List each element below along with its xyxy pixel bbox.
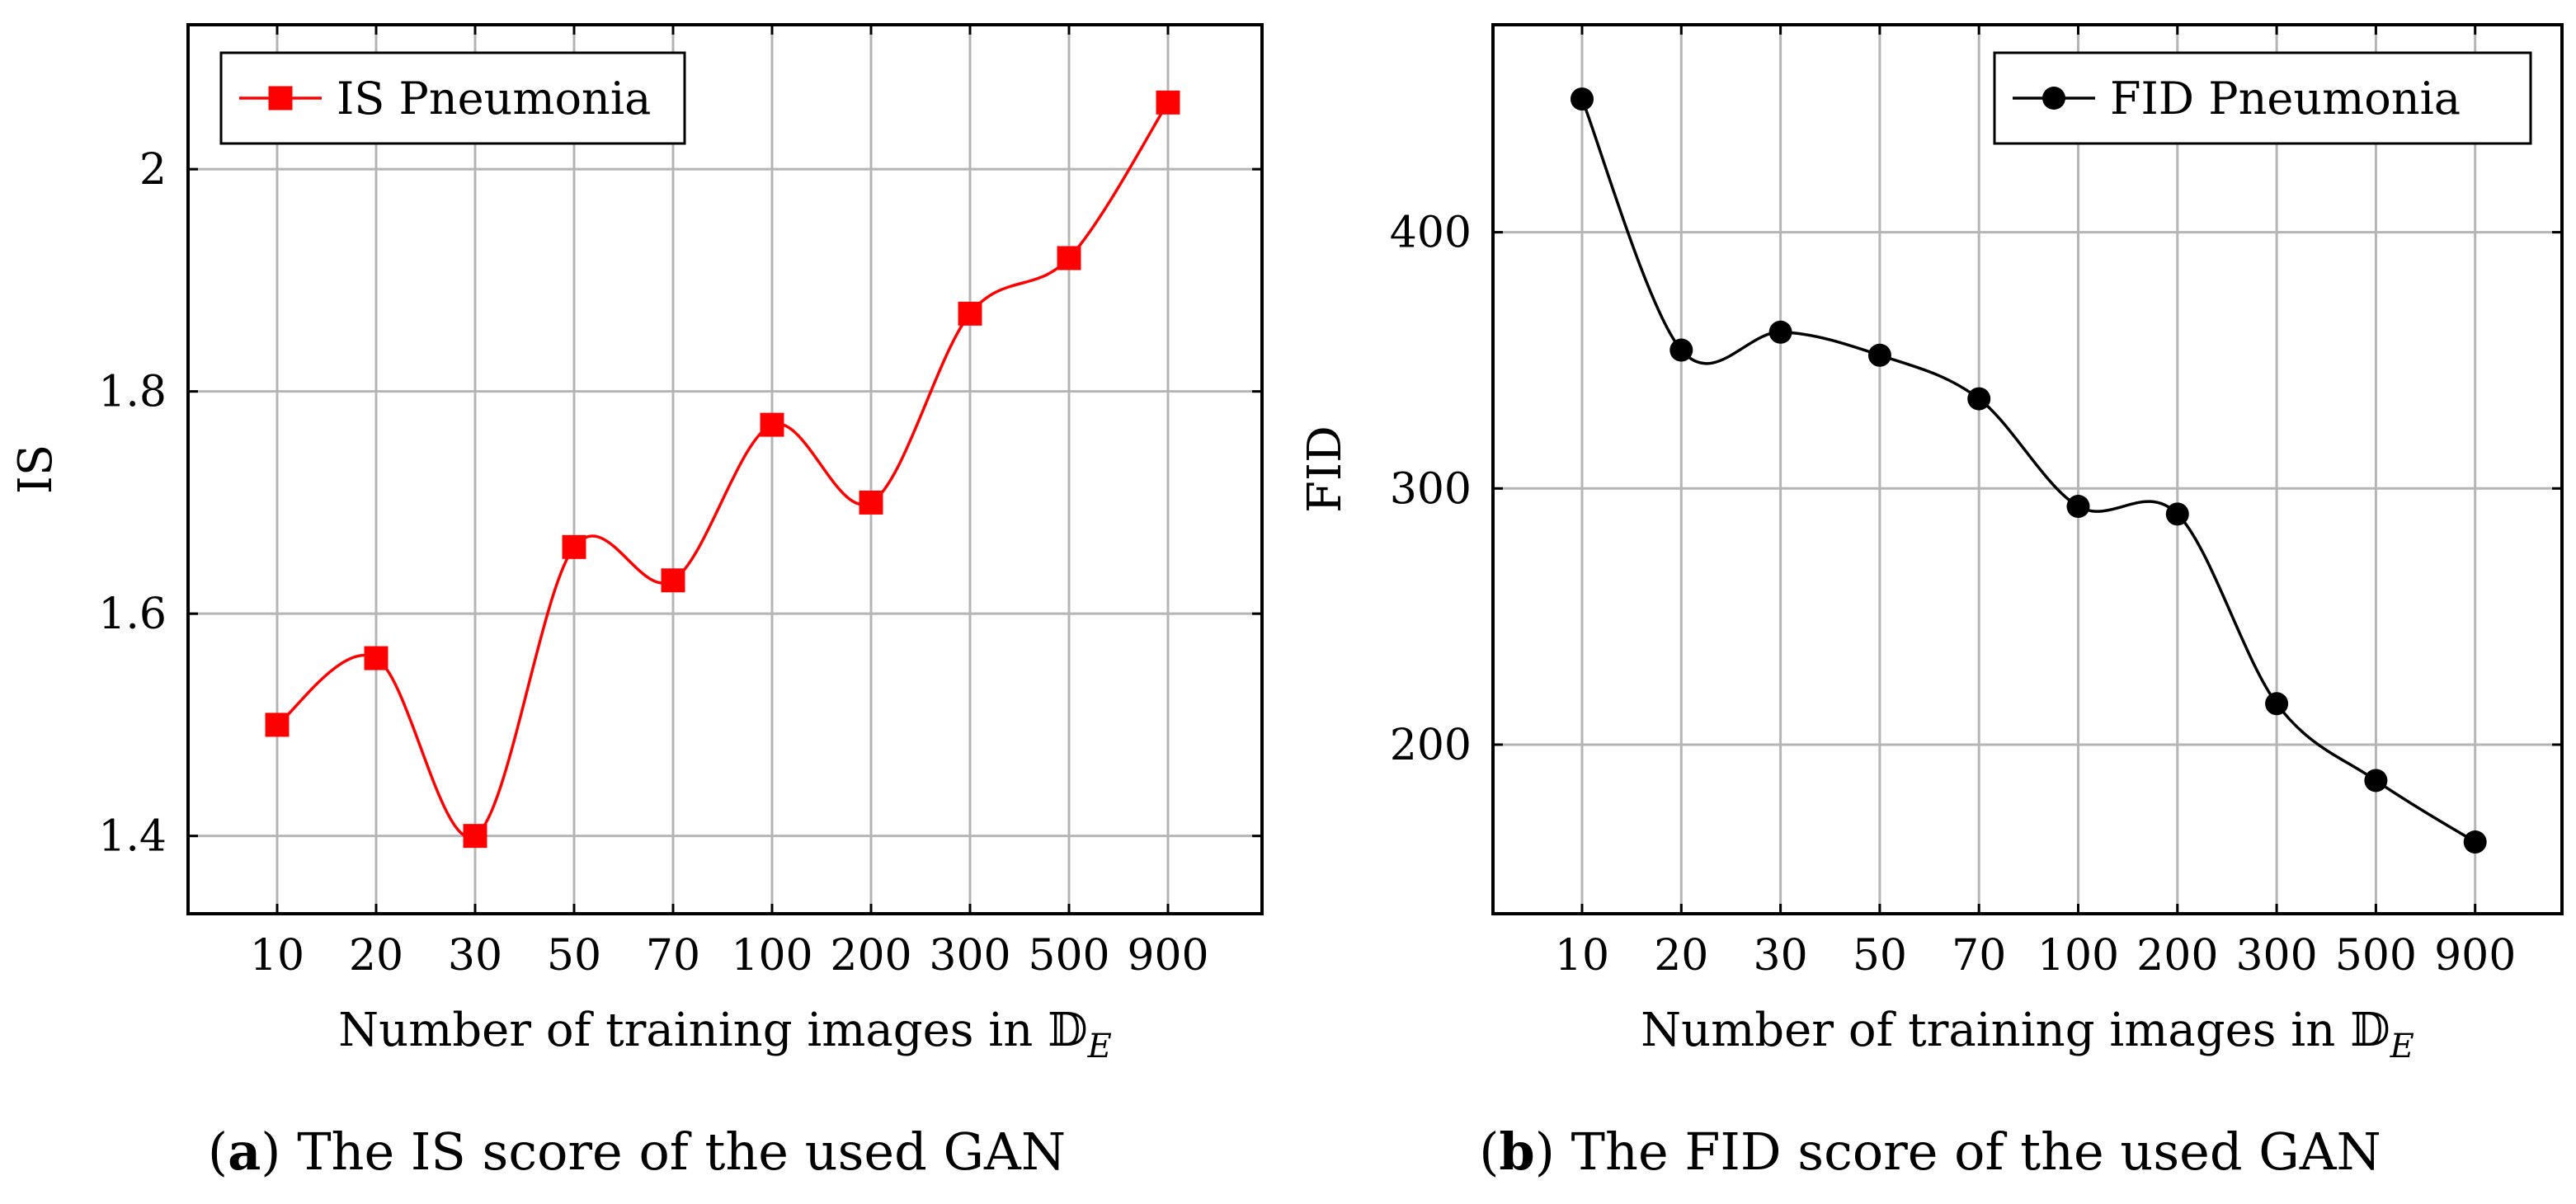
plot-frame: [1491, 23, 2564, 915]
data-point-50: [562, 534, 586, 559]
x-tick-label-100: 100: [731, 931, 812, 981]
data-point-50: [1867, 343, 1891, 367]
data-point-900: [2463, 830, 2487, 854]
x-tick-label-20: 20: [1654, 931, 1708, 981]
y-tick-label-1-4: 1.4: [98, 812, 167, 862]
caption-letter: a: [228, 1122, 261, 1182]
data-point-100: [2066, 495, 2090, 519]
data-point-300: [958, 301, 982, 326]
legend: IS Pneumonia: [219, 51, 686, 145]
data-point-100: [760, 412, 784, 437]
chart-panel-fid: 10 20 30 50 70 100 200 300 500 900 200 300 400 Numb…: [1298, 23, 2564, 1182]
y-axis-label: FID: [1298, 426, 1352, 513]
caption-text: ) The FID score of the used GAN: [1535, 1122, 2381, 1182]
data-point-300: [2265, 692, 2289, 716]
y-tick-label-1-8: 1.8: [98, 368, 167, 417]
x-tick-label-70: 70: [646, 931, 700, 981]
legend-marker-symbol: [2042, 87, 2065, 110]
legend-label: IS Pneumonia: [337, 73, 651, 125]
series-line-is-pneumonia: [275, 101, 1170, 839]
x-axis-label: Number of training images in 𝔻E: [338, 1004, 1112, 1065]
x-tick-label-200: 200: [830, 931, 911, 981]
data-point-200: [859, 490, 883, 515]
y-tick-label-400: 400: [1390, 209, 1472, 258]
x-axis-label-symbol: 𝔻: [1048, 1004, 1088, 1057]
data-point-20: [364, 646, 389, 670]
y-axis-label: IS: [9, 444, 63, 494]
x-axis-label-subscript: E: [2390, 1028, 2414, 1065]
legend-marker: [2042, 87, 2065, 110]
data-point-500: [1057, 246, 1081, 270]
caption-b: (b) The FID score of the used GAN: [1479, 1122, 2381, 1182]
data-point-500: [2364, 769, 2388, 792]
x-tick-label-50: 50: [547, 931, 601, 981]
series-line-fid-pneumonia: [1580, 98, 2476, 844]
x-tick-label-50: 50: [1853, 931, 1907, 981]
y-tick-label-300: 300: [1390, 464, 1472, 514]
x-tick-label-900: 900: [2434, 931, 2516, 981]
caption-open-paren: (: [208, 1122, 228, 1182]
y-tick-label-1-6: 1.6: [98, 590, 167, 639]
x-tick-label-10: 10: [1555, 931, 1609, 981]
caption-text: ) The IS score of the used GAN: [261, 1122, 1066, 1182]
data-point-30: [1768, 320, 1792, 344]
x-tick-label-300: 300: [929, 931, 1010, 981]
data-point-200: [2165, 502, 2189, 526]
x-tick-label-100: 100: [2037, 931, 2119, 981]
data-point-30: [463, 824, 487, 849]
legend-marker-symbol: [268, 86, 293, 111]
x-axis-label-text: Number of training images in: [1641, 1004, 2350, 1057]
x-tick-label-30: 30: [448, 931, 502, 981]
data-point-900: [1156, 90, 1180, 115]
data-point-20: [1669, 338, 1693, 362]
x-axis-label: Number of training images in 𝔻E: [1641, 1004, 2414, 1065]
legend-label: FID Pneumonia: [2110, 73, 2461, 125]
x-tick-label-10: 10: [250, 931, 304, 981]
y-tick-labels: 1.4 1.6 1.8 2: [98, 145, 167, 862]
x-tick-labels: 10 20 30 50 70 100 200 300 500 900: [1555, 931, 2516, 981]
legend-marker: [268, 86, 293, 111]
chart-panel-is: 10 20 30 50 70 100 200 300 500 900 1.4 1.6 1.8 2 Num…: [9, 23, 1264, 1182]
grid-lines: [1493, 25, 2562, 914]
x-tick-label-500: 500: [1028, 931, 1109, 981]
data-point-70: [1967, 387, 1991, 411]
x-tick-label-200: 200: [2136, 931, 2218, 981]
y-tick-label-2: 2: [139, 145, 167, 195]
series-markers: [265, 90, 1180, 849]
x-tick-label-900: 900: [1127, 931, 1208, 981]
grid-lines: [188, 25, 1262, 914]
caption-letter: b: [1499, 1122, 1534, 1182]
legend: FID Pneumonia: [1993, 51, 2532, 145]
y-tick-label-200: 200: [1390, 721, 1472, 770]
x-axis-label-text: Number of training images in: [338, 1004, 1048, 1057]
y-tick-labels: 200 300 400: [1390, 209, 1472, 770]
caption-open-paren: (: [1479, 1122, 1499, 1182]
x-axis-label-subscript: E: [1087, 1028, 1112, 1065]
x-axis-label-symbol: 𝔻: [2350, 1004, 2390, 1057]
x-tick-label-30: 30: [1754, 931, 1808, 981]
tick-marks: [1493, 25, 2562, 914]
x-tick-label-300: 300: [2235, 931, 2317, 981]
plot-frame: [186, 23, 1264, 915]
data-point-70: [661, 568, 685, 593]
legend-box: [219, 51, 686, 145]
x-tick-label-20: 20: [349, 931, 403, 981]
data-point-10: [265, 713, 290, 737]
series-markers: [1571, 87, 2487, 854]
x-tick-labels: 10 20 30 50 70 100 200 300 500 900: [250, 931, 1209, 981]
data-point-10: [1571, 87, 1594, 111]
x-tick-label-70: 70: [1952, 931, 2006, 981]
x-tick-label-500: 500: [2335, 931, 2417, 981]
tick-marks: [188, 25, 1262, 914]
caption-a: (a) The IS score of the used GAN: [208, 1122, 1066, 1182]
